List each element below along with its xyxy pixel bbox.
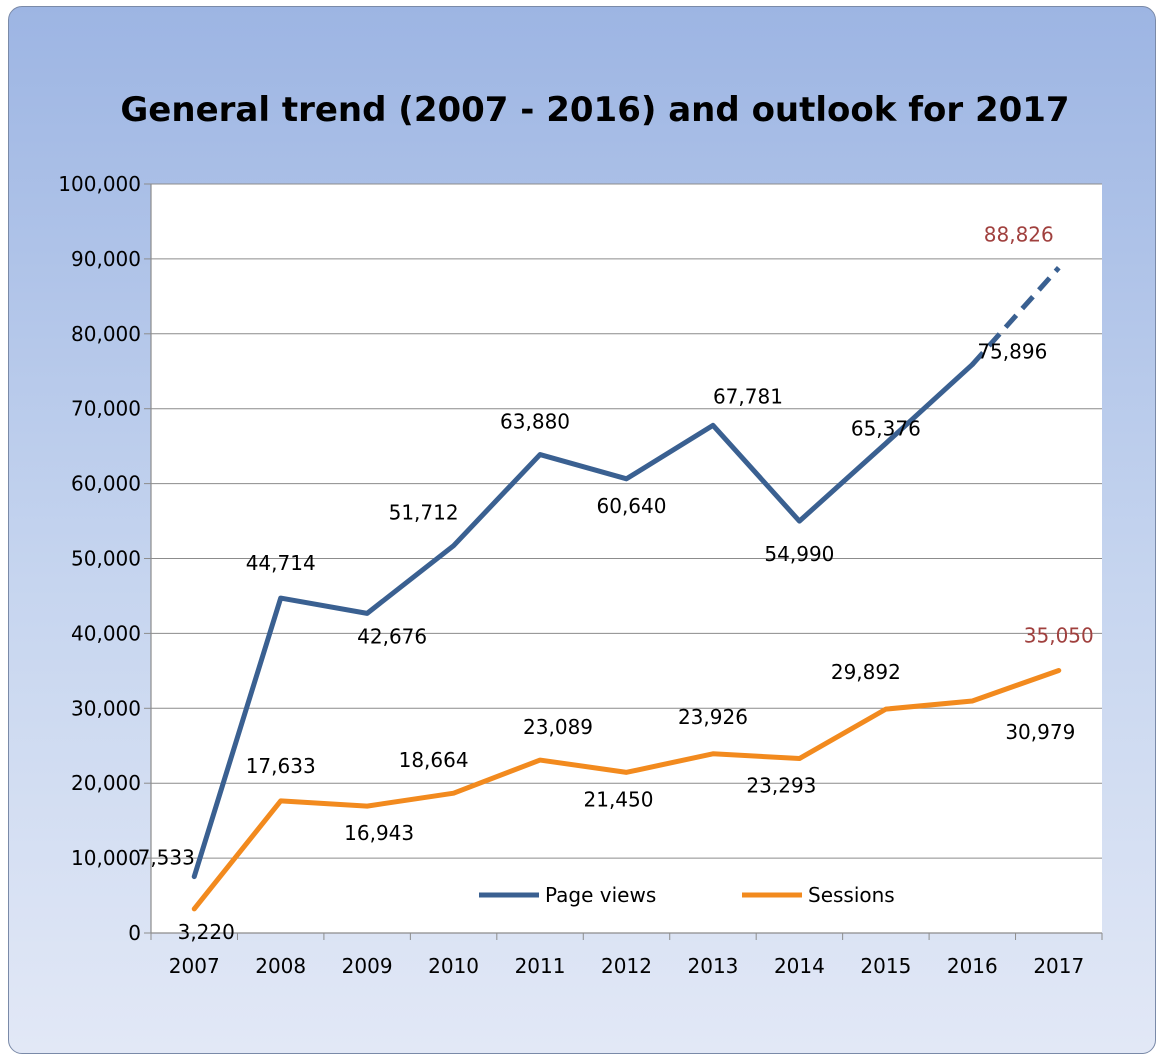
line-chart: General trend (2007 - 2016) and outlook … (58, 90, 1103, 978)
x-tick-label: 2013 (688, 954, 739, 978)
data-label: 44,714 (246, 551, 316, 575)
x-tick-label: 2010 (428, 954, 479, 978)
data-label: 30,979 (1005, 720, 1075, 744)
data-label: 18,664 (399, 748, 469, 772)
data-label: 42,676 (357, 624, 427, 648)
data-label: 88,826 (984, 223, 1054, 247)
x-tick-label: 2007 (169, 954, 220, 978)
y-tick-label: 70,000 (71, 397, 141, 421)
data-labels: 7,533 44,714 42,676 51,712 63,880 60,640 67,78… (138, 223, 1094, 944)
data-label: 23,293 (746, 774, 816, 798)
data-label: 54,990 (764, 542, 834, 566)
x-tick-label: 2016 (947, 954, 998, 978)
data-label: 23,089 (523, 715, 593, 739)
data-label: 67,781 (713, 384, 783, 408)
x-tick-label: 2011 (515, 954, 566, 978)
data-label: 21,450 (584, 787, 654, 811)
y-tick-label: 50,000 (71, 547, 141, 571)
legend: Page views Sessions (479, 883, 895, 907)
chart-title: General trend (2007 - 2016) and outlook … (120, 90, 1069, 130)
y-tick-label: 10,000 (71, 846, 141, 870)
data-label: 75,896 (977, 340, 1047, 364)
x-tick-label: 2017 (1033, 954, 1084, 978)
chart-container: General trend (2007 - 2016) and outlook … (8, 6, 1156, 1054)
series-lines (191, 266, 1062, 912)
legend-label: Page views (545, 883, 656, 907)
data-label: 60,640 (597, 494, 667, 518)
y-tick-label: 80,000 (71, 322, 141, 346)
y-tick-label: 0 (128, 921, 141, 945)
y-tick-label: 20,000 (71, 771, 141, 795)
series-forecast-1 (970, 266, 1061, 367)
x-tick-label: 2008 (255, 954, 306, 978)
y-tick-label: 100,000 (58, 172, 141, 196)
data-label: 7,533 (138, 846, 195, 870)
data-label: 51,712 (389, 501, 459, 525)
data-label: 23,926 (678, 705, 748, 729)
y-tick-label: 60,000 (71, 472, 141, 496)
x-tick-label: 2015 (860, 954, 911, 978)
y-tick-label: 30,000 (71, 696, 141, 720)
x-tick-label: 2014 (774, 954, 825, 978)
series-line-2 (191, 667, 1062, 912)
gridlines (151, 183, 1102, 859)
data-label: 29,892 (831, 660, 901, 684)
y-tick-label: 90,000 (71, 247, 141, 271)
legend-label: Sessions (808, 883, 895, 907)
x-tick-label: 2009 (342, 954, 393, 978)
axes: 0 10,000 20,000 30,000 40,000 50,000 60,000 70,… (58, 172, 1103, 978)
series-line-1 (191, 362, 975, 880)
data-label: 35,050 (1024, 623, 1094, 647)
y-tick-label: 40,000 (71, 621, 141, 645)
x-tick-label: 2012 (601, 954, 652, 978)
data-label: 3,220 (178, 920, 235, 944)
data-label: 63,880 (500, 410, 570, 434)
data-label: 17,633 (246, 754, 316, 778)
data-label: 16,943 (344, 821, 414, 845)
data-label: 65,376 (851, 416, 921, 440)
